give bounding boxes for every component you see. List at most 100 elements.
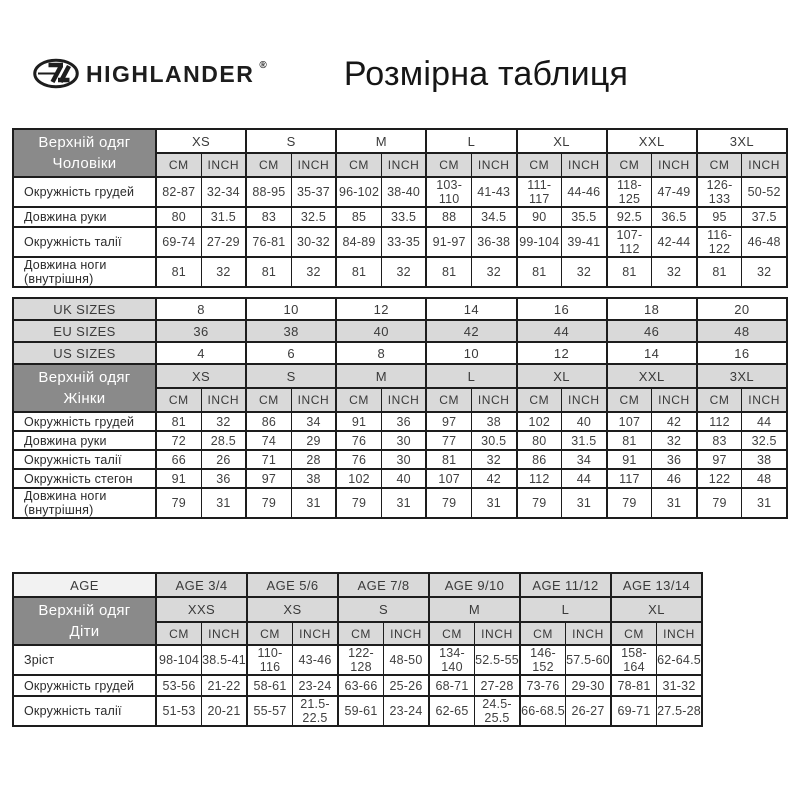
value-inch: 31 bbox=[741, 487, 789, 519]
size-header: L bbox=[425, 128, 518, 154]
value-cm: 59-61 bbox=[337, 695, 384, 727]
value-inch: 44 bbox=[741, 411, 789, 432]
value-cm: 112 bbox=[515, 468, 563, 489]
value-inch: 38.5-41 bbox=[201, 644, 248, 676]
unit-header-cm: CM bbox=[245, 152, 292, 178]
size-header: XS bbox=[154, 128, 248, 154]
value-cm: 81 bbox=[605, 430, 653, 451]
size-header: XXL bbox=[605, 128, 698, 154]
unit-header-inch: INCH bbox=[383, 621, 430, 646]
brand-name: HIGHLANDER bbox=[86, 61, 255, 87]
value-inch: 27-29 bbox=[200, 226, 248, 258]
unit-header-cm: CM bbox=[337, 621, 384, 646]
women-conversion-value: 38 bbox=[245, 319, 338, 343]
unit-header-inch: INCH bbox=[565, 621, 612, 646]
value-inch: 32 bbox=[651, 256, 698, 288]
value-inch: 34 bbox=[290, 411, 338, 432]
value-cm: 103-110 bbox=[425, 176, 472, 208]
value-inch: 28.5 bbox=[200, 430, 248, 451]
size-table-kids: AGE AGE 3/4 AGE 5/6 AGE 7/8 AGE 9/10 AGE 11/1… bbox=[12, 572, 703, 727]
measurement-label: Окружність талії bbox=[12, 695, 157, 727]
value-inch: 33-35 bbox=[380, 226, 428, 258]
women-conversion-value: 36 bbox=[154, 319, 248, 343]
value-cm: 118-125 bbox=[605, 176, 653, 208]
unit-header-inch: INCH bbox=[741, 152, 789, 178]
value-inch: 38 bbox=[741, 449, 789, 470]
value-cm: 91 bbox=[605, 449, 653, 470]
value-inch: 31 bbox=[470, 487, 518, 519]
value-cm: 134-140 bbox=[428, 644, 475, 676]
unit-header-cm: CM bbox=[610, 621, 657, 646]
measurement-label: Довжина ноги (внутрішня) bbox=[12, 256, 157, 288]
size-header: M bbox=[335, 128, 428, 154]
value-inch: 29-30 bbox=[565, 674, 612, 697]
value-cm: 79 bbox=[515, 487, 563, 519]
value-cm: 126-133 bbox=[695, 176, 743, 208]
size-table-women: UK SIZES 8 10 12 14 16 18 20 EU SIZES 36 38 40 42 44 4… bbox=[12, 297, 789, 519]
size-header: XL bbox=[515, 363, 608, 389]
value-cm: 88-95 bbox=[245, 176, 292, 208]
value-cm: 107 bbox=[425, 468, 472, 489]
value-cm: 91 bbox=[154, 468, 202, 489]
value-cm: 86 bbox=[515, 449, 563, 470]
value-inch: 31 bbox=[561, 487, 608, 519]
measurement-label: Окружність грудей bbox=[12, 176, 157, 208]
value-cm: 107-112 bbox=[605, 226, 653, 258]
value-cm: 86 bbox=[245, 411, 292, 432]
value-inch: 32 bbox=[200, 256, 248, 288]
value-cm: 69-74 bbox=[154, 226, 202, 258]
men-category-header: Верхній одяг Чоловіки bbox=[12, 128, 157, 178]
value-inch: 23-24 bbox=[383, 695, 430, 727]
women-conversion-value: 10 bbox=[425, 341, 518, 365]
value-inch: 34.5 bbox=[470, 206, 518, 228]
value-inch: 31 bbox=[200, 487, 248, 519]
value-inch: 42-44 bbox=[651, 226, 698, 258]
value-cm: 83 bbox=[245, 206, 292, 228]
unit-header-inch: INCH bbox=[292, 621, 339, 646]
women-conversion-value: 18 bbox=[605, 297, 698, 321]
unit-header-cm: CM bbox=[515, 387, 563, 413]
value-inch: 25-26 bbox=[383, 674, 430, 697]
value-inch: 32 bbox=[470, 256, 518, 288]
value-cm: 71 bbox=[245, 449, 292, 470]
value-inch: 38 bbox=[290, 468, 338, 489]
value-inch: 32 bbox=[561, 256, 608, 288]
age-value: AGE 9/10 bbox=[428, 572, 521, 598]
value-inch: 31.5 bbox=[200, 206, 248, 228]
unit-header-inch: INCH bbox=[380, 152, 428, 178]
women-conversion-value: 14 bbox=[605, 341, 698, 365]
value-inch: 36 bbox=[380, 411, 428, 432]
measurement-label: Довжина руки bbox=[12, 206, 157, 228]
category-header-line: Верхній одяг bbox=[38, 602, 131, 619]
measurement-label: Окружність грудей bbox=[12, 411, 157, 432]
unit-header-inch: INCH bbox=[741, 387, 789, 413]
value-cm: 79 bbox=[335, 487, 382, 519]
unit-header-cm: CM bbox=[154, 152, 202, 178]
value-inch: 21-22 bbox=[201, 674, 248, 697]
unit-header-inch: INCH bbox=[561, 152, 608, 178]
value-inch: 50-52 bbox=[741, 176, 789, 208]
size-header: S bbox=[245, 363, 338, 389]
value-inch: 33.5 bbox=[380, 206, 428, 228]
women-conversion-value: 48 bbox=[695, 319, 789, 343]
age-value: AGE 11/12 bbox=[519, 572, 612, 598]
measurement-label: Зріст bbox=[12, 644, 157, 676]
value-inch: 44-46 bbox=[561, 176, 608, 208]
women-conversion-value: 40 bbox=[335, 319, 428, 343]
value-inch: 39-41 bbox=[561, 226, 608, 258]
women-conversion-value: 20 bbox=[695, 297, 789, 321]
value-inch: 36 bbox=[200, 468, 248, 489]
value-cm: 107 bbox=[605, 411, 653, 432]
value-cm: 62-65 bbox=[428, 695, 475, 727]
value-cm: 102 bbox=[335, 468, 382, 489]
unit-header-cm: CM bbox=[695, 152, 743, 178]
unit-header-cm: CM bbox=[335, 387, 382, 413]
unit-header-inch: INCH bbox=[201, 621, 248, 646]
measurement-label: Окружність талії bbox=[12, 449, 157, 470]
value-cm: 81 bbox=[695, 256, 743, 288]
value-cm: 63-66 bbox=[337, 674, 384, 697]
value-cm: 91 bbox=[335, 411, 382, 432]
value-cm: 112 bbox=[695, 411, 743, 432]
value-inch: 57.5-60 bbox=[565, 644, 612, 676]
